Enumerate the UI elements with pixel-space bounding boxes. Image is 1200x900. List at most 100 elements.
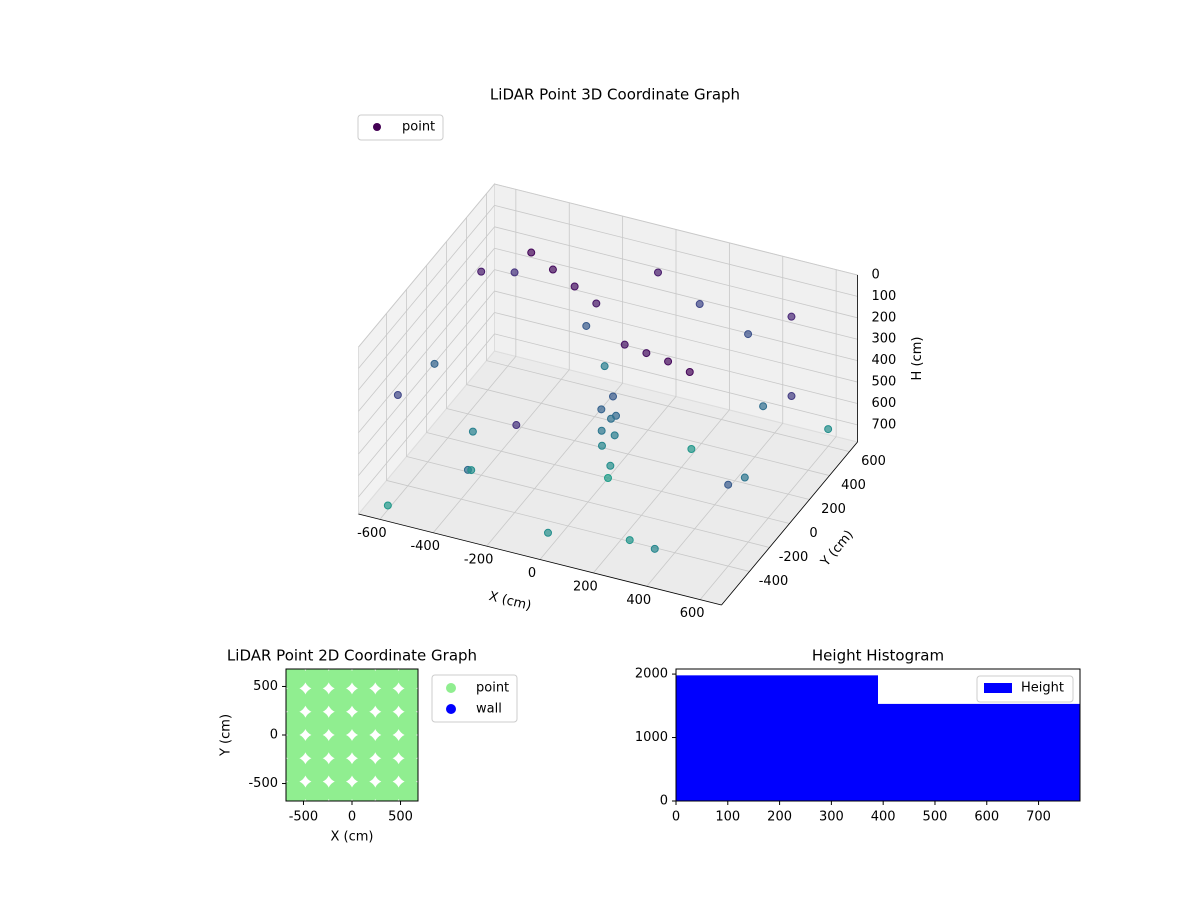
- x-tick-label: 0: [348, 810, 356, 825]
- point: [350, 710, 377, 737]
- point: [350, 733, 377, 760]
- z-tick-label: 300: [872, 332, 897, 347]
- y-tick-label: 0: [809, 526, 817, 541]
- x-axis-line: [358, 513, 722, 606]
- grid-line: [358, 269, 495, 433]
- point: [582, 321, 591, 330]
- point: [642, 349, 651, 358]
- z-tick-label: 200: [872, 310, 897, 325]
- grid-line: [494, 290, 858, 383]
- point: [286, 687, 307, 714]
- point: [373, 710, 400, 737]
- point: [304, 733, 331, 760]
- grid-line: [358, 290, 495, 455]
- y-tick-label: -200: [779, 550, 809, 565]
- grid-line: [494, 247, 858, 340]
- point: [620, 340, 629, 349]
- grid-line: [494, 269, 858, 362]
- point: [397, 669, 418, 690]
- x-tick-label: 400: [871, 810, 896, 825]
- y-tick-label: 2000: [635, 667, 668, 682]
- point: [327, 780, 354, 801]
- x-axis-label: X (cm): [331, 830, 374, 845]
- bar: [676, 675, 878, 801]
- point: [397, 756, 418, 783]
- legend-label: point: [402, 120, 435, 135]
- y-tick-label: 400: [841, 478, 866, 493]
- legend-marker: [984, 683, 1012, 693]
- point: [604, 474, 612, 482]
- point: [606, 461, 615, 470]
- point: [610, 431, 619, 440]
- grid-line: [358, 247, 495, 412]
- legend-marker: [446, 704, 456, 714]
- y-tick-label: 0: [270, 728, 278, 743]
- chart-title: LiDAR Point 2D Coordinate Graph: [227, 647, 477, 665]
- point: [510, 268, 519, 277]
- x-tick-label: 0: [672, 810, 680, 825]
- point: [350, 780, 377, 801]
- point: [286, 669, 307, 690]
- point: [467, 466, 476, 475]
- grid-line: [358, 333, 495, 498]
- point: [625, 536, 634, 545]
- z-tick-label: 500: [872, 375, 897, 390]
- point: [397, 780, 418, 801]
- point: [304, 780, 331, 801]
- x-tick-label: 100: [715, 810, 740, 825]
- point: [687, 445, 696, 454]
- point: [373, 733, 400, 760]
- z-tick-label: 400: [872, 353, 897, 368]
- point: [744, 330, 753, 339]
- plot-histogram: Height Histogram 0 100 200 300 400 500 600 700 0 1…: [635, 647, 1081, 825]
- grid-line: [358, 312, 495, 476]
- point: [373, 756, 400, 783]
- point: [304, 710, 331, 737]
- point: [327, 687, 354, 714]
- point: [685, 368, 694, 377]
- point: [304, 669, 331, 690]
- legend-label: point: [476, 681, 509, 696]
- z-tick-label: 600: [872, 396, 897, 411]
- legend-label: wall: [476, 702, 502, 717]
- point: [397, 733, 418, 760]
- chart-title: Height Histogram: [812, 647, 944, 665]
- point: [373, 687, 400, 714]
- point: [393, 391, 402, 400]
- grid-line: [386, 480, 750, 572]
- point: [286, 780, 307, 801]
- point: [824, 425, 833, 434]
- point: [327, 710, 354, 737]
- grid-line: [358, 205, 495, 369]
- x-tick-label: 0: [528, 566, 536, 581]
- y-tick-label: -500: [248, 776, 278, 791]
- legend-label: Height: [1021, 681, 1064, 696]
- point: [740, 473, 749, 482]
- point: [327, 756, 354, 783]
- legend-box: [976, 675, 1074, 703]
- chart-title: LiDAR Point 3D Coordinate Graph: [490, 86, 740, 104]
- y-axis-line: [721, 441, 858, 606]
- point: [468, 427, 477, 436]
- x-tick-label: -200: [464, 553, 494, 568]
- grid-line: [446, 408, 810, 500]
- point: [304, 756, 331, 783]
- grid-line: [494, 205, 858, 297]
- point: [544, 528, 552, 537]
- z-axis-label: H (cm): [910, 337, 925, 381]
- y-axis-label: Y (cm): [219, 714, 234, 757]
- point: [597, 426, 606, 435]
- point: [373, 780, 400, 801]
- point: [286, 710, 307, 737]
- z-tick-label: 0: [872, 268, 880, 283]
- y-tick-label: 0: [660, 794, 668, 809]
- point: [592, 299, 601, 308]
- grid-line: [358, 183, 495, 348]
- point: [286, 756, 307, 783]
- point: [350, 669, 377, 690]
- y-tick-label: 1000: [635, 730, 668, 745]
- point: [373, 669, 400, 690]
- point: [286, 733, 307, 760]
- point: [327, 669, 354, 690]
